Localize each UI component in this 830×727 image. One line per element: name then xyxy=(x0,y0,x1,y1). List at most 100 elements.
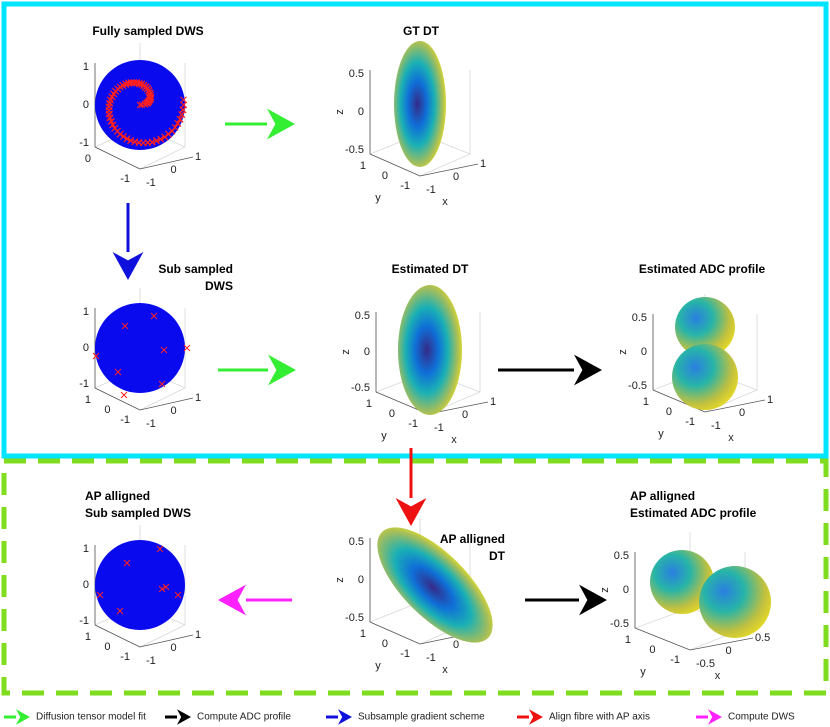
y-tick-label: 1 xyxy=(85,394,91,406)
panel-title: AP alligned xyxy=(85,489,150,503)
plot-panel: Estimated DT 0.5 0 -0.5 z 1 0 -1 y -1 0 1 x xyxy=(340,262,496,446)
sphere xyxy=(95,540,185,630)
diffusion-tensor xyxy=(398,285,462,415)
sample-marker xyxy=(127,136,135,144)
x-tick-label: 0 xyxy=(739,407,745,419)
y-tick-label: 0 xyxy=(382,638,388,650)
y-tick-label: 1 xyxy=(366,398,372,410)
sample-marker xyxy=(146,91,154,99)
arrow-head xyxy=(338,709,352,725)
z-tick-label: 0.5 xyxy=(614,550,629,562)
axis-label: z xyxy=(617,349,629,355)
axis-label: y xyxy=(375,660,381,672)
z-tick-label: 0 xyxy=(641,346,647,358)
y-tick-label: 0 xyxy=(85,153,91,165)
x-tick-label: 0 xyxy=(453,639,459,651)
z-tick-label: -0.5 xyxy=(345,612,364,624)
x-tick-label: 1 xyxy=(767,394,773,406)
sphere xyxy=(95,303,185,393)
axis-label: x xyxy=(442,664,448,676)
sample-marker xyxy=(135,139,143,146)
axis-line xyxy=(369,153,479,177)
sample-marker xyxy=(116,607,124,615)
z-tick-label: 0 xyxy=(83,579,89,591)
x-tick-label: 1 xyxy=(195,629,201,641)
z-tick-label: 0 xyxy=(623,584,629,596)
sample-marker xyxy=(121,322,129,330)
sample-marker xyxy=(158,585,166,593)
arrow-head xyxy=(268,354,296,386)
sample-marker xyxy=(110,90,118,98)
sample-marker xyxy=(146,93,154,101)
sample-marker xyxy=(161,133,169,141)
x-tick-label: -1 xyxy=(434,422,444,434)
arrow-head xyxy=(218,584,246,616)
x-tick-label: 1 xyxy=(490,396,496,408)
sample-marker xyxy=(122,81,130,88)
sample-marker xyxy=(128,79,135,87)
adc-lobe xyxy=(650,550,714,614)
z-tick-label: 0 xyxy=(83,99,89,111)
axis-label: y xyxy=(381,430,387,442)
z-tick-label: 0 xyxy=(358,106,364,118)
x-tick-label: -1 xyxy=(426,652,436,664)
sample-marker xyxy=(120,132,128,140)
x-tick-label: 0 xyxy=(171,164,177,176)
x-tick-label: -1 xyxy=(711,420,721,432)
sample-marker xyxy=(174,591,182,599)
diffusion-tensor xyxy=(377,527,493,643)
z-tick-label: -0.5 xyxy=(628,380,647,392)
legend-label: Compute ADC profile xyxy=(197,712,291,723)
plot-panel: Fully sampled DWS 1 0 -1 0 -1 -1 0 1 xyxy=(79,24,203,189)
arrow-head xyxy=(529,709,543,725)
arrow-head xyxy=(177,709,191,725)
y-tick-label: -1 xyxy=(685,416,695,428)
y-tick-label: 1 xyxy=(360,160,366,172)
sample-marker xyxy=(162,583,170,591)
sample-marker xyxy=(180,96,187,104)
panel-title: Estimated ADC profile xyxy=(639,262,766,276)
axis-label: x xyxy=(451,434,457,446)
sample-marker xyxy=(133,79,141,87)
sample-marker xyxy=(114,127,121,135)
panel-title: DT xyxy=(489,549,506,563)
sample-marker xyxy=(150,312,158,320)
sample-marker xyxy=(164,130,172,138)
adc-lobe xyxy=(675,297,735,357)
axis-label: y xyxy=(375,192,381,204)
sample-marker xyxy=(144,139,152,146)
y-tick-label: 0 xyxy=(104,404,110,416)
sample-marker xyxy=(158,380,166,388)
plot-panel: GT DT 0.5 0 -0.5 z 1 0 -1 y -1 0 1 x xyxy=(334,24,486,208)
sample-marker xyxy=(178,111,185,118)
plot-panel: Sub sampled DWS 1 0 -1 1 0 -1 -1 0 1 xyxy=(79,262,233,430)
y-tick-label: 0 xyxy=(382,170,388,182)
sample-marker xyxy=(106,110,113,118)
z-tick-label: 0.5 xyxy=(349,536,364,548)
x-tick-label: 1 xyxy=(195,392,201,404)
sample-marker xyxy=(106,100,114,107)
legend-label: Diffusion tensor model fit xyxy=(36,712,146,723)
x-tick-label: -0.5 xyxy=(696,658,715,670)
y-tick-label: 1 xyxy=(360,628,366,640)
adc-lobe xyxy=(672,344,738,410)
panel-title: DWS xyxy=(205,279,233,293)
x-tick-label: 0 xyxy=(453,171,459,183)
x-tick-label: -1 xyxy=(146,418,156,430)
arrow-head xyxy=(267,108,295,140)
sample-marker xyxy=(176,115,184,123)
legend: Diffusion tensor model fit Compute ADC pr… xyxy=(4,709,795,725)
section-frame xyxy=(1,1,829,459)
panels: Fully sampled DWS 1 0 -1 0 -1 -1 0 1 GT DT 0.5 0 -0.… xyxy=(79,24,773,682)
z-tick-label: -1 xyxy=(79,615,89,627)
axis-line xyxy=(94,146,194,170)
z-tick-label: 0.5 xyxy=(632,312,647,324)
arrows xyxy=(112,108,607,616)
x-tick-label: 0 xyxy=(171,405,177,417)
x-tick-label: 1 xyxy=(480,158,486,170)
y-tick-label: 0 xyxy=(104,641,110,653)
z-tick-label: 1 xyxy=(83,61,89,73)
x-tick-label: -1 xyxy=(146,655,156,667)
arrow-head xyxy=(395,498,427,526)
